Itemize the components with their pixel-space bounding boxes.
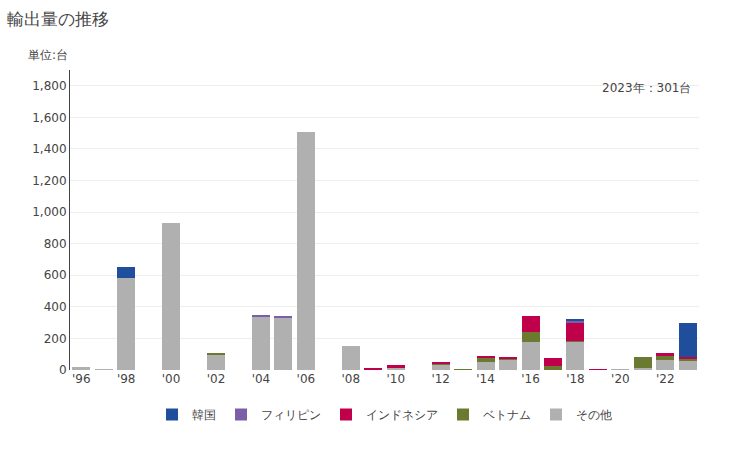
svg-text:'00: '00 xyxy=(162,372,181,386)
svg-text:'02: '02 xyxy=(207,372,226,386)
svg-text:フィリピン: フィリピン xyxy=(261,408,321,422)
svg-text:インドネシア: インドネシア xyxy=(366,408,438,422)
svg-text:'06: '06 xyxy=(297,372,316,386)
svg-text:'98: '98 xyxy=(117,372,136,386)
svg-text:2023年：301台: 2023年：301台 xyxy=(602,81,691,95)
svg-text:200: 200 xyxy=(44,332,67,346)
svg-text:その他: その他 xyxy=(576,408,612,422)
svg-text:400: 400 xyxy=(44,300,67,314)
svg-text:'16: '16 xyxy=(521,372,540,386)
svg-text:'12: '12 xyxy=(431,372,450,386)
svg-text:ベトナム: ベトナム xyxy=(483,408,531,422)
svg-text:'96: '96 xyxy=(72,372,91,386)
svg-text:0: 0 xyxy=(59,363,67,377)
svg-text:'22: '22 xyxy=(656,372,675,386)
svg-text:'20: '20 xyxy=(611,372,630,386)
svg-text:'14: '14 xyxy=(476,372,495,386)
svg-text:韓国: 韓国 xyxy=(192,408,216,422)
svg-text:'04: '04 xyxy=(252,372,271,386)
svg-text:1,600: 1,600 xyxy=(32,111,66,125)
svg-text:1,000: 1,000 xyxy=(32,205,66,219)
svg-text:輸出量の推移: 輸出量の推移 xyxy=(7,9,109,29)
svg-text:1,800: 1,800 xyxy=(32,79,66,93)
svg-text:単位:台: 単位:台 xyxy=(28,48,68,62)
svg-text:600: 600 xyxy=(44,268,67,282)
svg-text:800: 800 xyxy=(44,237,67,251)
svg-text:1,200: 1,200 xyxy=(32,174,66,188)
svg-text:'08: '08 xyxy=(342,372,361,386)
svg-text:'18: '18 xyxy=(566,372,585,386)
svg-text:1,400: 1,400 xyxy=(32,142,66,156)
svg-text:'10: '10 xyxy=(386,372,405,386)
